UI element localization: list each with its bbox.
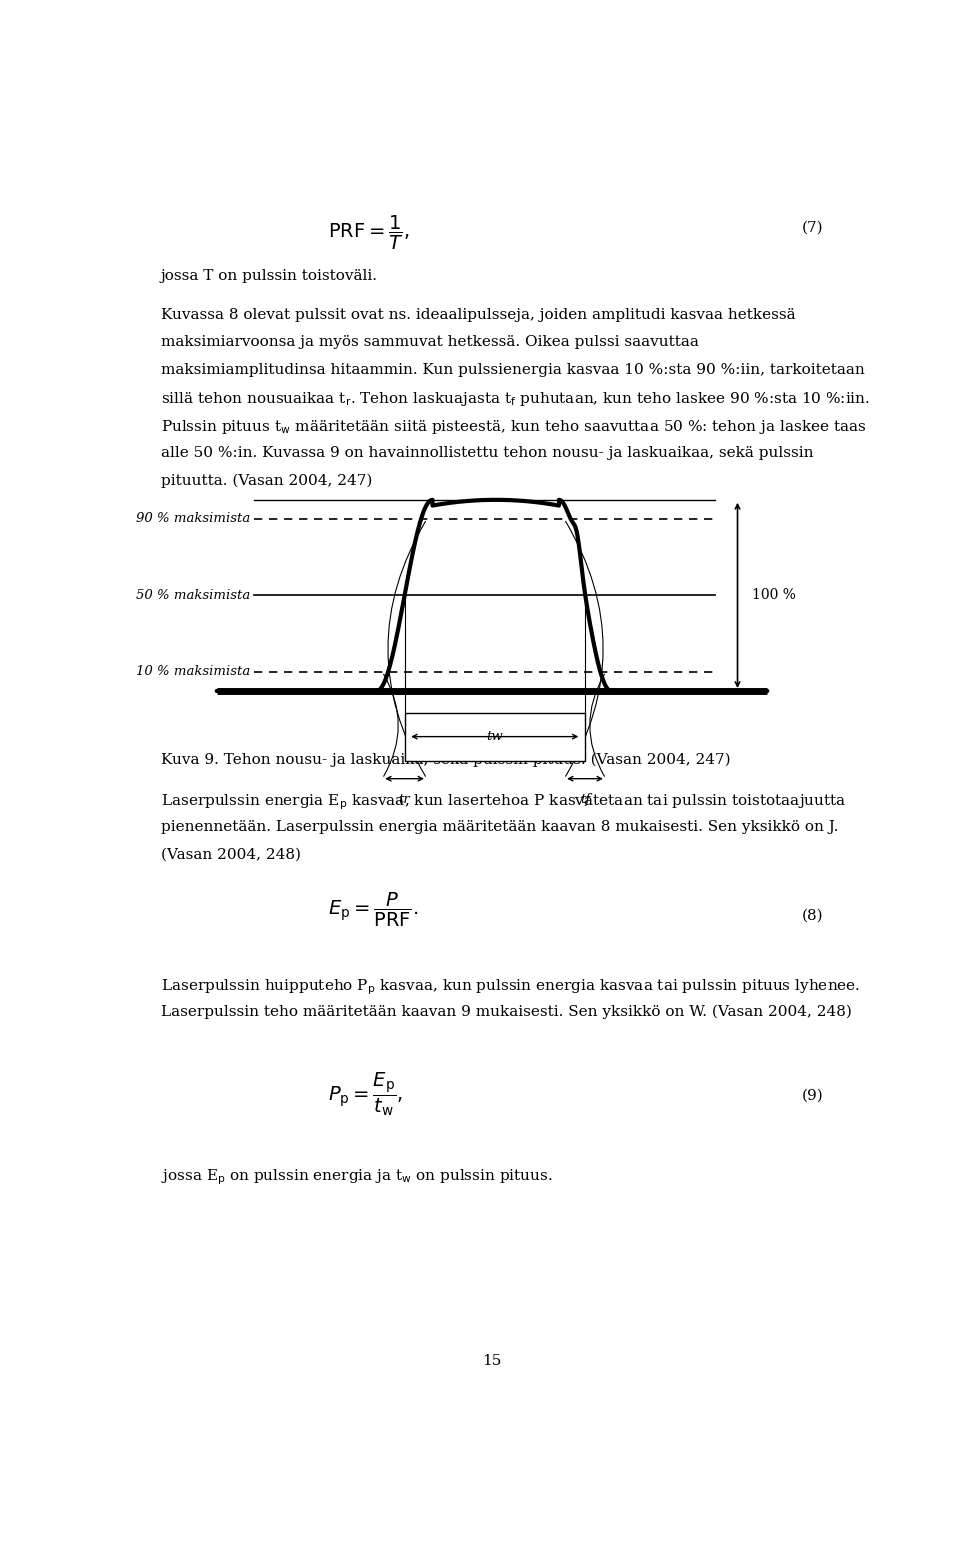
Text: Kuvassa 8 olevat pulssit ovat ns. ideaalipulsseja, joiden amplitudi kasvaa hetke: Kuvassa 8 olevat pulssit ovat ns. ideaal…: [161, 308, 796, 322]
Text: Kuva 9. Tehon nousu- ja laskuaika, sekä pulssin pituus. (Vasan 2004, 247): Kuva 9. Tehon nousu- ja laskuaika, sekä …: [161, 752, 731, 766]
Text: 90 % maksimista: 90 % maksimista: [136, 512, 251, 526]
Text: 100 %: 100 %: [753, 588, 796, 603]
Text: Laserpulssin energia E$_\mathrm{p}$ kasvaa, kun lasertehoa P kasvatetaan tai pul: Laserpulssin energia E$_\mathrm{p}$ kasv…: [161, 791, 846, 812]
Text: tw: tw: [487, 731, 503, 743]
Text: pienennetään. Laserpulssin energia määritetään kaavan 8 mukaisesti. Sen yksikkö : pienennetään. Laserpulssin energia määri…: [161, 820, 838, 834]
Text: maksimiarvoonsa ja myös sammuvat hetkessä. Oikea pulssi saavuttaa: maksimiarvoonsa ja myös sammuvat hetkess…: [161, 336, 699, 350]
Text: pituutta. (Vasan 2004, 247): pituutta. (Vasan 2004, 247): [161, 473, 372, 487]
Text: (Vasan 2004, 248): (Vasan 2004, 248): [161, 848, 300, 862]
Text: Laserpulssin teho määritetään kaavan 9 mukaisesti. Sen yksikkö on W. (Vasan 2004: Laserpulssin teho määritetään kaavan 9 m…: [161, 1005, 852, 1019]
Text: alle 50 %:in. Kuvassa 9 on havainnollistettu tehon nousu- ja laskuaikaa, sekä pu: alle 50 %:in. Kuvassa 9 on havainnollist…: [161, 446, 813, 460]
Text: tf: tf: [580, 793, 590, 805]
Text: 15: 15: [482, 1353, 502, 1367]
Text: sillä tehon nousuaikaa t$_\mathrm{r}$. Tehon laskuajasta t$_\mathrm{f}$ puhutaan: sillä tehon nousuaikaa t$_\mathrm{r}$. T…: [161, 390, 870, 409]
Text: Laserpulssin huipputeho P$_\mathrm{p}$ kasvaa, kun pulssin energia kasvaa tai pu: Laserpulssin huipputeho P$_\mathrm{p}$ k…: [161, 977, 860, 996]
Text: (7): (7): [802, 222, 823, 236]
Text: tr: tr: [398, 793, 411, 805]
Text: jossa E$_\mathrm{p}$ on pulssin energia ja t$_\mathrm{w}$ on pulssin pituus.: jossa E$_\mathrm{p}$ on pulssin energia …: [161, 1168, 553, 1186]
Text: (9): (9): [802, 1090, 823, 1102]
Text: 50 % maksimista: 50 % maksimista: [136, 588, 251, 603]
Text: Pulssin pituus t$_\mathrm{w}$ määritetään siitä pisteestä, kun teho saavuttaa 50: Pulssin pituus t$_\mathrm{w}$ määritetää…: [161, 418, 866, 436]
Text: $E_{\mathrm{p}} = \dfrac{P}{\mathrm{PRF}}.$: $E_{\mathrm{p}} = \dfrac{P}{\mathrm{PRF}…: [328, 890, 419, 929]
Text: jossa T on pulssin toistoväli.: jossa T on pulssin toistoväli.: [161, 268, 378, 283]
Text: (8): (8): [802, 909, 823, 923]
Text: maksimiamplitudinsa hitaammin. Kun pulssienergia kasvaa 10 %:sta 90 %:iin, tarko: maksimiamplitudinsa hitaammin. Kun pulss…: [161, 362, 865, 376]
Text: $\mathrm{PRF} = \dfrac{1}{T},$: $\mathrm{PRF} = \dfrac{1}{T},$: [328, 214, 410, 251]
Text: 10 % maksimista: 10 % maksimista: [136, 665, 251, 679]
Text: $P_{\mathrm{p}} = \dfrac{E_{\mathrm{p}}}{t_{\mathrm{w}}},$: $P_{\mathrm{p}} = \dfrac{E_{\mathrm{p}}}…: [328, 1071, 403, 1118]
Bar: [404, 712, 585, 760]
